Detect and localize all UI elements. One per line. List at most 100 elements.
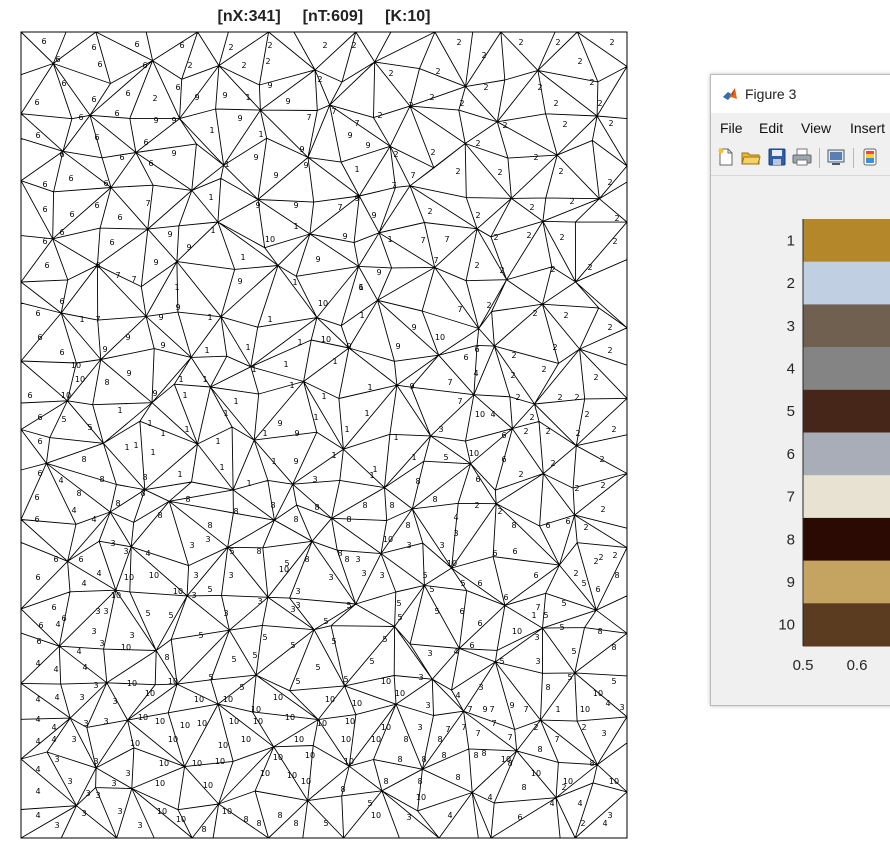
cluster-label: 10 xyxy=(287,771,297,780)
cluster-label: 2 xyxy=(499,266,504,275)
cluster-label: 10 xyxy=(273,753,283,762)
cluster-label: 7 xyxy=(457,305,462,314)
cluster-label: 10 xyxy=(223,695,233,704)
cluster-label: 10 xyxy=(124,573,134,582)
cluster-label: 2 xyxy=(573,569,578,578)
colorbar-icon[interactable] xyxy=(860,147,880,167)
cluster-label: 6 xyxy=(95,261,100,270)
cluster-label: 9 xyxy=(153,116,158,125)
menu-insert[interactable]: Insert xyxy=(850,120,886,136)
menu-view[interactable]: View xyxy=(801,120,832,136)
cluster-label: 10 xyxy=(344,757,354,766)
cluster-label: 1 xyxy=(359,311,364,320)
cluster-label: 10 xyxy=(609,777,619,786)
cluster-label: 8 xyxy=(614,571,619,580)
y-tick-label: 10 xyxy=(778,617,795,634)
cluster-label: 10 xyxy=(155,779,165,788)
cluster-label: 9 xyxy=(411,323,416,332)
cluster-label: 2 xyxy=(529,203,534,212)
color-bar xyxy=(803,517,890,562)
cluster-label: 3 xyxy=(312,475,317,484)
cluster-label: 8 xyxy=(344,555,349,564)
cluster-label: 1 xyxy=(184,425,189,434)
cluster-label: 8 xyxy=(293,515,298,524)
cluster-label: 2 xyxy=(607,346,612,355)
cluster-label: 8 xyxy=(455,773,460,782)
cluster-label: 9 xyxy=(277,419,282,428)
cluster-label: 4 xyxy=(487,793,492,802)
cluster-label: 8 xyxy=(405,521,410,530)
cluster-label: 10 xyxy=(563,777,573,786)
cluster-label: 8 xyxy=(270,501,275,510)
cluster-label: 4 xyxy=(35,765,40,774)
cluster-label: 3 xyxy=(619,703,624,712)
cluster-label: 6 xyxy=(55,55,60,64)
print-icon[interactable] xyxy=(792,147,812,167)
cluster-label: 5 xyxy=(231,655,236,664)
cluster-label: 3 xyxy=(129,631,134,640)
cluster-label: 8 xyxy=(314,503,319,512)
cluster-label: 10 xyxy=(279,565,289,574)
cluster-label: 8 xyxy=(511,521,516,530)
cluster-label: 1 xyxy=(117,406,122,415)
cluster-label: 3 xyxy=(406,813,411,822)
cluster-label: 7 xyxy=(475,729,480,738)
cluster-label: 6 xyxy=(477,619,482,628)
cluster-label: 1 xyxy=(246,479,251,488)
cluster-label: 2 xyxy=(552,343,557,352)
cluster-label: 10 xyxy=(176,815,186,824)
cluster-label: 7 xyxy=(420,236,425,245)
cluster-label: 10 xyxy=(75,375,85,384)
cluster-label: 7 xyxy=(115,271,120,280)
cluster-label: 2 xyxy=(587,263,592,272)
open-file-icon[interactable] xyxy=(741,147,761,167)
menu-edit[interactable]: Edit xyxy=(759,120,784,136)
cluster-label: 2 xyxy=(241,61,246,70)
cluster-label: 10 xyxy=(145,689,155,698)
cluster-label: 3 xyxy=(439,541,444,550)
cluster-label: 1 xyxy=(292,278,297,287)
cluster-label: 8 xyxy=(389,501,394,510)
cluster-label: 2 xyxy=(577,57,582,66)
cluster-label: 2 xyxy=(267,41,272,50)
cluster-label: 10 xyxy=(593,689,603,698)
cluster-label: 3 xyxy=(427,649,432,658)
menu-file[interactable]: File xyxy=(720,120,743,136)
cluster-label: 7 xyxy=(145,199,150,208)
cluster-label: 2 xyxy=(510,371,515,380)
cluster-label: 4 xyxy=(82,663,87,672)
cluster-label: 2 xyxy=(598,553,603,562)
cluster-label: 6 xyxy=(35,309,40,318)
cluster-label: 2 xyxy=(475,211,480,220)
cluster-label: 8 xyxy=(421,755,426,764)
cluster-label: 8 xyxy=(277,811,282,820)
cluster-label: 10 xyxy=(241,735,251,744)
cluster-label: 10 xyxy=(371,735,381,744)
cluster-label: 10 xyxy=(229,717,239,726)
cluster-label: 3 xyxy=(418,673,423,682)
cluster-label: 1 xyxy=(207,313,212,322)
cluster-label: 2 xyxy=(393,150,398,159)
cluster-label: 3 xyxy=(103,717,108,726)
cluster-label: 2 xyxy=(228,43,233,52)
cluster-label: 9 xyxy=(152,389,157,398)
print-preview-icon[interactable] xyxy=(826,147,846,167)
cluster-label: 9 xyxy=(509,701,514,710)
new-figure-icon[interactable] xyxy=(716,147,736,167)
save-icon[interactable] xyxy=(767,147,787,167)
cluster-label: 6 xyxy=(492,549,497,558)
figure-window[interactable]: Figure 3 File Edit View Insert xyxy=(710,74,890,706)
cluster-label: 8 xyxy=(545,683,550,692)
cluster-label: 2 xyxy=(553,99,558,108)
window-titlebar[interactable]: Figure 3 xyxy=(711,75,890,113)
cluster-label: 2 xyxy=(430,148,435,157)
cluster-label: 6 xyxy=(474,345,479,354)
cluster-label: 2 xyxy=(515,393,520,402)
cluster-label: 1 xyxy=(223,409,228,418)
y-tick-label: 3 xyxy=(787,318,795,335)
cluster-label: 9 xyxy=(267,81,272,90)
cluster-label: 1 xyxy=(147,419,152,428)
cluster-label: 2 xyxy=(562,120,567,129)
cluster-label: 10 xyxy=(447,559,457,568)
